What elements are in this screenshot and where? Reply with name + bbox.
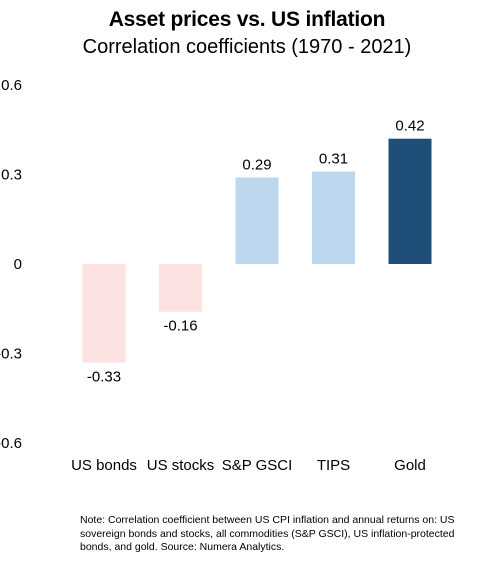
bar xyxy=(235,177,279,264)
category-label: US bonds xyxy=(71,457,137,474)
category-label: TIPS xyxy=(317,457,350,474)
data-label: -0.16 xyxy=(163,318,197,335)
y-tick-label: 0.3 xyxy=(1,167,22,184)
bar xyxy=(312,171,355,264)
data-label: 0.31 xyxy=(319,151,348,168)
bar xyxy=(159,264,202,312)
chart-title: Asset prices vs. US inflation xyxy=(108,8,386,31)
category-label: S&P GSCI xyxy=(222,457,293,474)
bar xyxy=(388,138,432,264)
y-tick-label: 0 xyxy=(14,256,22,273)
bar xyxy=(82,264,126,363)
data-label: 0.42 xyxy=(395,118,424,135)
footnote: Note: Correlation coefficient between US… xyxy=(80,514,455,553)
data-label: -0.33 xyxy=(87,368,121,385)
y-tick-label: -0.6 xyxy=(0,435,22,452)
category-label: Gold xyxy=(394,457,426,474)
bar-chart: 0.6 0.3 0 -0.3 -0.6 -0.33 US bonds -0.16 US stoc… xyxy=(0,77,432,474)
chart-subtitle: Correlation coefficients (1970 - 2021) xyxy=(82,36,412,58)
category-label: US stocks xyxy=(147,457,215,474)
y-tick-label: 0.6 xyxy=(1,77,22,94)
y-tick-label: -0.3 xyxy=(0,346,22,363)
data-label: 0.29 xyxy=(242,156,271,173)
